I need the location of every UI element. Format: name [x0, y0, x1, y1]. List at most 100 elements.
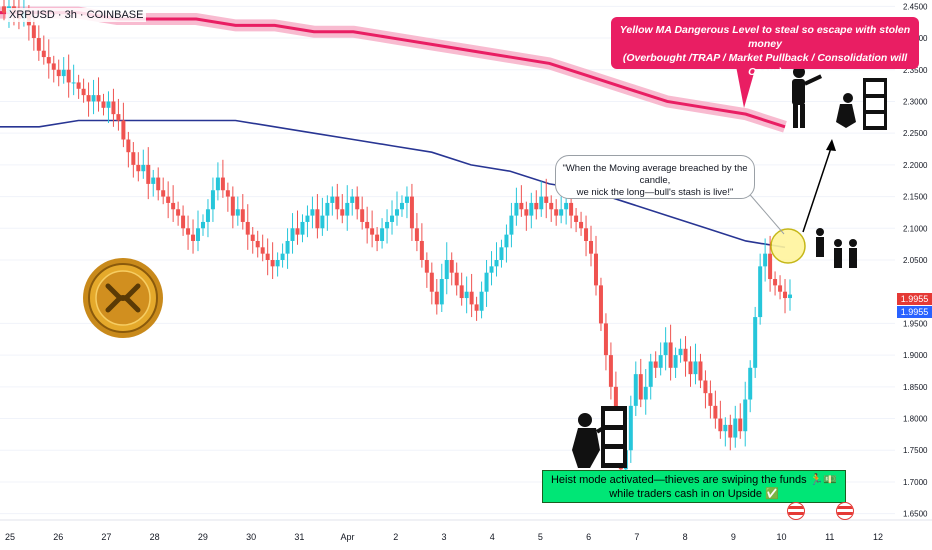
speech-bubble: "When the Moving average breached by the… [555, 155, 755, 199]
candle-body [390, 215, 395, 222]
candles-series [2, 0, 792, 485]
candle-body [335, 196, 340, 210]
candle-body [61, 69, 66, 77]
y-axis: 2.45002.40002.35002.30002.25002.20002.15… [895, 0, 932, 550]
x-tick-label: 30 [246, 532, 256, 542]
candle-body [598, 285, 603, 324]
candle-body [320, 215, 325, 229]
candle-body [305, 215, 310, 222]
candle-body [728, 424, 733, 438]
candle-body [778, 285, 783, 292]
candle-body [414, 228, 419, 241]
y-tick-label: 2.1000 [903, 224, 928, 233]
candle-body [375, 234, 380, 241]
candle-body [633, 374, 638, 406]
candle-body [544, 196, 549, 203]
candle-body [399, 202, 404, 210]
candle-body [434, 291, 439, 305]
candle-body [499, 247, 504, 260]
candle-body [474, 304, 479, 311]
candle-body [758, 266, 763, 318]
candle-body [673, 355, 678, 368]
candle-body [345, 202, 350, 216]
x-axis: 25 26 27 28 29 30 31 Apr 2 3 4 5 6 7 8 9 10 11 12 [0, 519, 932, 550]
x-tick-label: 8 [683, 532, 688, 542]
candle-body [270, 260, 275, 267]
candle-body [230, 196, 235, 216]
candle-body [340, 209, 345, 216]
y-tick-label: 1.9000 [903, 351, 928, 360]
candle-body [648, 361, 653, 387]
candle-body [653, 361, 658, 368]
candle-body [91, 95, 96, 102]
us-flag-icon[interactable] [787, 502, 805, 520]
x-tick-label: 28 [150, 532, 160, 542]
candle-body [186, 228, 191, 235]
note-line-2: (Overbought /TRAP / Market Pullback / Co… [622, 52, 908, 78]
heist-banner: Heist mode activated—thieves are swiping… [542, 470, 846, 503]
candle-body [191, 234, 196, 241]
candle-body [494, 260, 499, 267]
ma-warning-note: Yellow MA Dangerous Level to steal so es… [611, 17, 919, 78]
candle-body [608, 355, 613, 387]
candle-body [111, 101, 116, 115]
x-tick-label: 2 [393, 532, 398, 542]
candle-body [151, 177, 156, 184]
y-tick-label: 1.9500 [903, 319, 928, 328]
candle-body [579, 221, 584, 229]
target-circle-icon [770, 228, 806, 264]
candle-body [713, 405, 718, 419]
xrp-coin-icon [83, 258, 163, 338]
candle-body [643, 386, 648, 400]
candle-body [773, 279, 778, 286]
candle-body [743, 399, 748, 432]
candle-body [763, 253, 768, 267]
candle-body [554, 209, 559, 216]
x-tick-label: 3 [441, 532, 446, 542]
us-flag-icon[interactable] [836, 502, 854, 520]
candle-body [593, 253, 598, 286]
money-vault-icon [601, 406, 627, 468]
x-tick-label: 7 [634, 532, 639, 542]
candle-body [141, 164, 146, 172]
candle-body [509, 215, 514, 235]
candle-body [275, 260, 280, 267]
candle-body [41, 50, 46, 58]
candle-body [628, 405, 633, 451]
x-axis-bg [0, 520, 932, 550]
candle-body [96, 95, 101, 102]
candle-body [156, 177, 161, 191]
candle-body [265, 253, 270, 260]
candle-body [71, 82, 76, 84]
candle-body [783, 291, 788, 299]
candle-body [444, 260, 449, 280]
candle-body [788, 294, 792, 299]
candle-body [464, 291, 469, 299]
x-tick-label: 26 [53, 532, 63, 542]
x-tick-label: 9 [731, 532, 736, 542]
x-tick-label: 31 [294, 532, 304, 542]
candle-body [584, 228, 589, 241]
candle-body [469, 291, 474, 305]
y-tick-label: 1.6500 [903, 510, 928, 519]
candle-body [385, 221, 390, 229]
y-tick-label: 2.1500 [903, 193, 928, 202]
candle-body [658, 355, 663, 368]
x-tick-label: 4 [490, 532, 495, 542]
y-tick-label: 1.7000 [903, 478, 928, 487]
bubble-line-1: "When the Moving average breached by the… [562, 163, 748, 186]
candle-body [454, 272, 459, 286]
candle-body [559, 209, 564, 216]
candle-body [290, 228, 295, 241]
heist-line-2: while traders cash in on Upside ✅ [609, 488, 779, 500]
x-tick-label: 27 [101, 532, 111, 542]
candle-body [738, 418, 743, 432]
x-tick-label: 5 [538, 532, 543, 542]
candle-body [419, 240, 424, 260]
candle-body [429, 272, 434, 292]
ma-long-series [0, 119, 786, 249]
candle-body [360, 209, 365, 222]
x-tick-label: 10 [777, 532, 787, 542]
candle-body [370, 228, 375, 235]
y-tick-label: 1.7500 [903, 446, 928, 455]
